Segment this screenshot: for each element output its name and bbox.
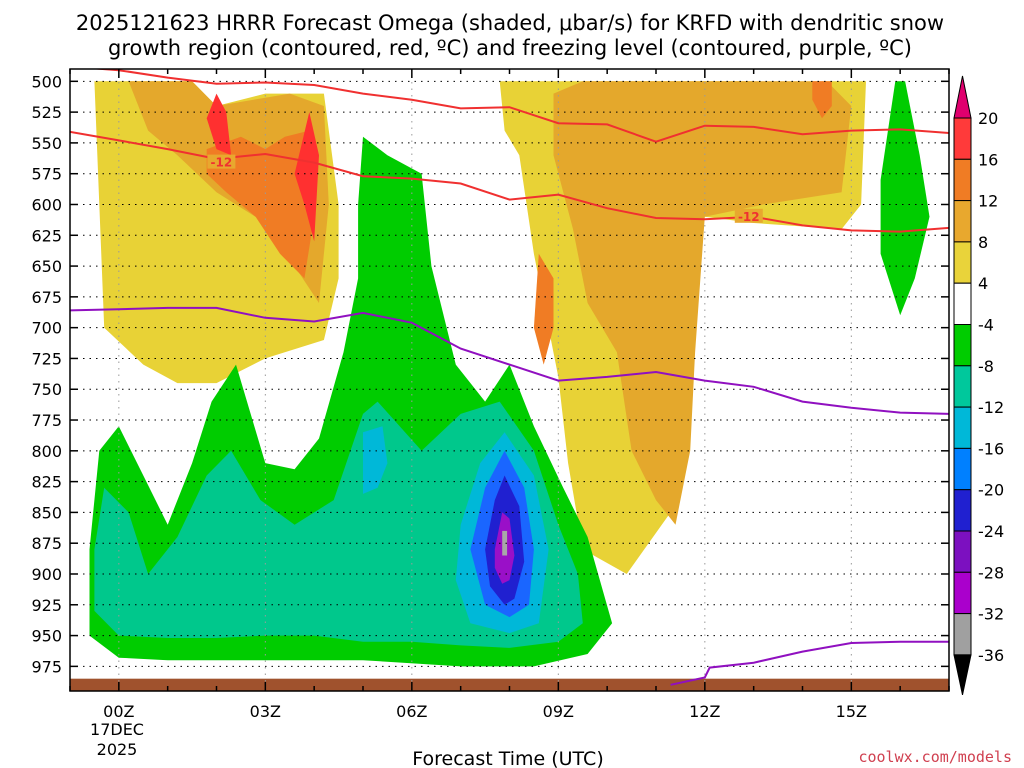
- colorbar-segment: [953, 571, 972, 615]
- x-tick-label: 06Z: [396, 702, 427, 721]
- y-tick-label: 550: [31, 134, 62, 153]
- y-tick-label: 650: [31, 257, 62, 276]
- colorbar-label: 4: [978, 274, 988, 293]
- contour-label-bg: [734, 208, 763, 223]
- colorbar-label: -32: [978, 605, 1004, 624]
- ground-fill: [70, 678, 949, 691]
- y-axis: 500 525 550 575 600 625 650 675 700 725 750 775 800 8…: [31, 72, 949, 676]
- y-tick-label: 625: [31, 226, 62, 245]
- y-tick-label: 500: [31, 72, 62, 91]
- colorbar-segment: [953, 200, 972, 243]
- colorbar-label: -16: [978, 439, 1004, 458]
- colorbar-bottom-arrow: [953, 654, 972, 696]
- y-tick-label: 800: [31, 442, 62, 461]
- colorbar-top-arrow: [953, 75, 972, 119]
- date-label-day: 17DEC: [90, 720, 144, 739]
- y-tick-label: 900: [31, 565, 62, 584]
- y-tick-label: 700: [31, 319, 62, 338]
- omega-region-16: [502, 530, 508, 556]
- chart-title-line2: growth region (contoured, red, ºC) and f…: [108, 36, 912, 60]
- colorbar-label: 20: [978, 109, 998, 128]
- x-tick-label: 03Z: [250, 702, 281, 721]
- colorbar: 20 16 12 8 4 -4 -8 -12 -16 -20 -24 -28 -32 -36: [953, 75, 1004, 696]
- colorbar-segment: [953, 489, 972, 532]
- colorbar-label: -20: [978, 481, 1004, 500]
- x-axis: 00Z 03Z 06Z 09Z 12Z 15Z: [69, 69, 950, 721]
- omega-shading: [89, 81, 930, 667]
- freezing-contour-1: [670, 640, 949, 686]
- y-tick-label: 750: [31, 380, 62, 399]
- colorbar-label: -12: [978, 398, 1004, 417]
- omega-region-7: [812, 81, 832, 119]
- omega-region-17: [880, 81, 930, 316]
- date-label-year: 2025: [97, 740, 138, 759]
- y-tick-label: 775: [31, 411, 62, 430]
- omega-region-6: [553, 81, 852, 525]
- y-tick-label: 925: [31, 596, 62, 615]
- y-tick-label: 525: [31, 103, 62, 122]
- contour-label: -12: [211, 156, 233, 170]
- colorbar-label: 8: [978, 233, 988, 252]
- omega-region-11: [363, 426, 388, 494]
- colorbar-segment: [953, 241, 972, 284]
- contour-label-bg: [207, 154, 236, 169]
- freezing-level-contours: [70, 306, 949, 686]
- colorbar-segment: [953, 613, 972, 656]
- colorbar-label: 12: [978, 192, 998, 211]
- x-tick-label: 09Z: [543, 702, 574, 721]
- colorbar-label: 16: [978, 150, 998, 169]
- y-tick-label: 875: [31, 534, 62, 553]
- colorbar-label: -8: [978, 357, 994, 376]
- omega-region-8: [533, 253, 554, 365]
- contour-label: -12: [738, 210, 760, 224]
- credit-text: coolwx.com/models: [858, 748, 1012, 766]
- colorbar-label: -24: [978, 522, 1004, 541]
- colorbar-segment: [953, 447, 972, 491]
- dgz-contour-0: [89, 69, 949, 143]
- y-tick-label: 600: [31, 195, 62, 214]
- colorbar-segment: [953, 406, 972, 449]
- ground-surface: [70, 678, 949, 691]
- y-tick-label: 725: [31, 349, 62, 368]
- omega-region-4: [294, 112, 319, 242]
- chart-title-line1: 2025121623 HRRR Forecast Omega (shaded, …: [76, 11, 944, 35]
- y-tick-label: 675: [31, 288, 62, 307]
- x-tick-label: 12Z: [689, 702, 720, 721]
- x-tick-label: 15Z: [836, 702, 867, 721]
- freezing-contour-0: [70, 306, 949, 415]
- colorbar-label: -28: [978, 563, 1004, 582]
- x-axis-title: Forecast Time (UTC): [412, 748, 603, 768]
- colorbar-segment: [953, 530, 972, 573]
- colorbar-segment: [953, 282, 972, 326]
- omega-region-3: [206, 93, 232, 156]
- x-tick-label: 00Z: [103, 702, 134, 721]
- colorbar-segment: [953, 117, 972, 160]
- colorbar-segment: [953, 158, 972, 202]
- colorbar-label: -4: [978, 316, 994, 335]
- y-tick-label: 575: [31, 165, 62, 184]
- colorbar-segment: [953, 365, 972, 408]
- y-tick-label: 950: [31, 627, 62, 646]
- colorbar-label: -36: [978, 646, 1004, 665]
- y-tick-label: 975: [31, 657, 62, 676]
- colorbar-segment: [953, 324, 972, 367]
- contour-labels: -12 -12: [207, 154, 763, 224]
- y-tick-label: 850: [31, 503, 62, 522]
- y-tick-label: 825: [31, 473, 62, 492]
